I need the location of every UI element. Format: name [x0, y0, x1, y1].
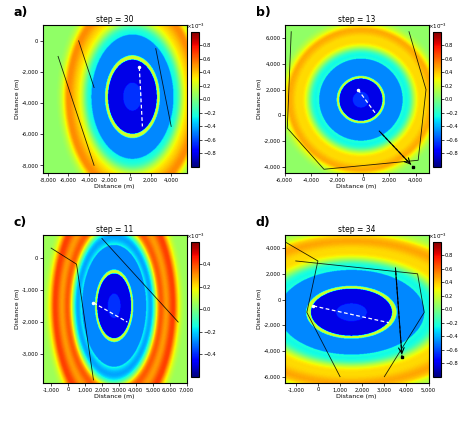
- Text: a): a): [14, 6, 28, 19]
- Y-axis label: Distance (m): Distance (m): [15, 79, 20, 120]
- Title: step = 30: step = 30: [96, 16, 133, 24]
- Text: d): d): [256, 216, 271, 229]
- Title: $\times10^{-3}$: $\times10^{-3}$: [185, 22, 205, 31]
- Y-axis label: Distance (m): Distance (m): [257, 79, 262, 120]
- X-axis label: Distance (m): Distance (m): [337, 394, 377, 399]
- Text: b): b): [256, 6, 271, 19]
- X-axis label: Distance (m): Distance (m): [94, 394, 135, 399]
- Title: $\times10^{-3}$: $\times10^{-3}$: [428, 232, 447, 241]
- X-axis label: Distance (m): Distance (m): [337, 184, 377, 189]
- Text: c): c): [14, 216, 27, 229]
- Title: $\times10^{-3}$: $\times10^{-3}$: [185, 232, 205, 241]
- Title: step = 34: step = 34: [338, 226, 375, 234]
- Title: step = 13: step = 13: [338, 16, 375, 24]
- Y-axis label: Distance (m): Distance (m): [15, 289, 20, 329]
- Title: step = 11: step = 11: [96, 226, 133, 234]
- Y-axis label: Distance (m): Distance (m): [257, 289, 262, 329]
- Title: $\times10^{-3}$: $\times10^{-3}$: [428, 22, 447, 31]
- X-axis label: Distance (m): Distance (m): [94, 184, 135, 189]
